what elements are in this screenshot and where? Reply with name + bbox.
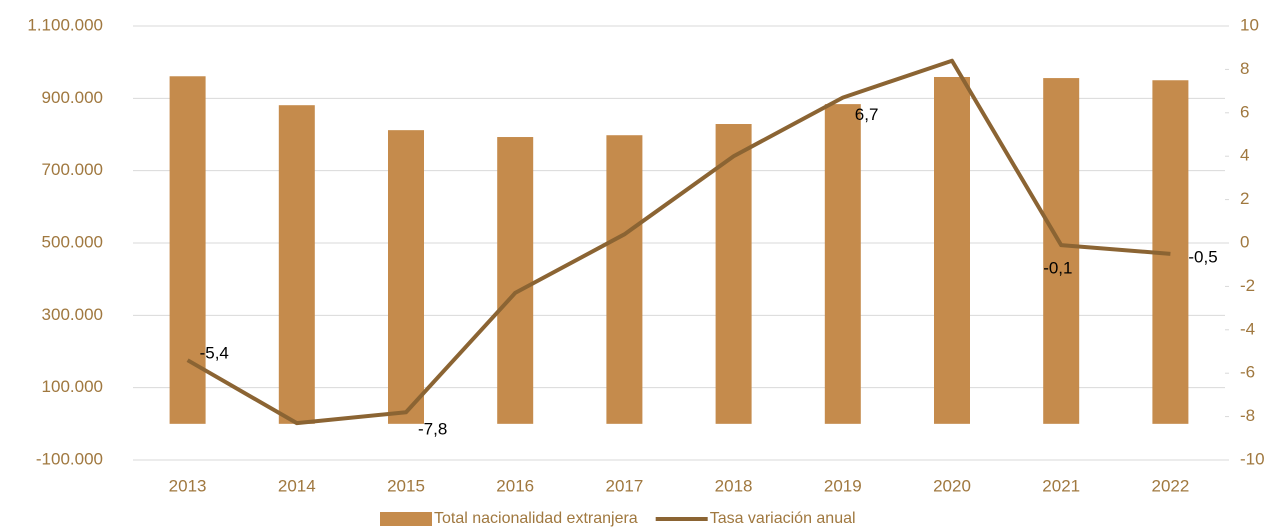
y2-tick-label: 4	[1240, 146, 1249, 165]
y2-tick-label: 2	[1240, 189, 1249, 208]
bar	[169, 76, 206, 424]
x-tick-label: 2018	[715, 476, 753, 495]
bar	[934, 76, 970, 424]
x-tick-label: 2019	[824, 476, 862, 495]
x-tick-label: 2020	[933, 476, 971, 495]
y-tick-label: 500.000	[42, 232, 103, 251]
y-tick-label: 1.100.000	[27, 15, 103, 34]
legend-swatch	[380, 512, 432, 526]
x-tick-label: 2015	[387, 476, 425, 495]
y2-tick-label: 8	[1240, 59, 1249, 78]
y-tick-label: 100.000	[42, 377, 103, 396]
data-label: -5,4	[200, 344, 229, 363]
x-tick-label: 2021	[1042, 476, 1080, 495]
y2-tick-label: 10	[1240, 15, 1259, 34]
y2-tick-label: -6	[1240, 363, 1255, 382]
bar	[606, 135, 643, 424]
data-label: 6,7	[855, 105, 879, 124]
y2-tick-label: 6	[1240, 102, 1249, 121]
y2-tick-label: -4	[1240, 319, 1255, 338]
bar	[278, 105, 315, 424]
data-label: -7,8	[418, 420, 447, 439]
y2-tick-label: -8	[1240, 406, 1255, 425]
y-tick-label: 900.000	[42, 88, 103, 107]
bar	[497, 137, 534, 424]
bar	[824, 104, 861, 424]
x-tick-label: 2016	[496, 476, 534, 495]
legend-label: Tasa variación anual	[710, 510, 856, 527]
y2-tick-label: -10	[1240, 449, 1265, 468]
x-tick-label: 2022	[1151, 476, 1189, 495]
y-tick-label: -100.000	[36, 449, 103, 468]
bar	[715, 124, 752, 424]
bar	[388, 130, 424, 424]
data-label: -0,1	[1043, 259, 1072, 278]
y-tick-label: 300.000	[42, 305, 103, 324]
x-tick-label: 2013	[169, 476, 207, 495]
x-tick-label: 2017	[605, 476, 643, 495]
x-tick-label: 2014	[278, 476, 316, 495]
line	[186, 58, 1171, 426]
legend-label: Total nacionalidad extranjera	[434, 510, 638, 527]
y-tick-label: 700.000	[42, 160, 103, 179]
data-label: -0,5	[1188, 247, 1217, 266]
y2-tick-label: 0	[1240, 232, 1249, 251]
bar	[1043, 78, 1080, 424]
y2-tick-label: -2	[1240, 276, 1255, 295]
